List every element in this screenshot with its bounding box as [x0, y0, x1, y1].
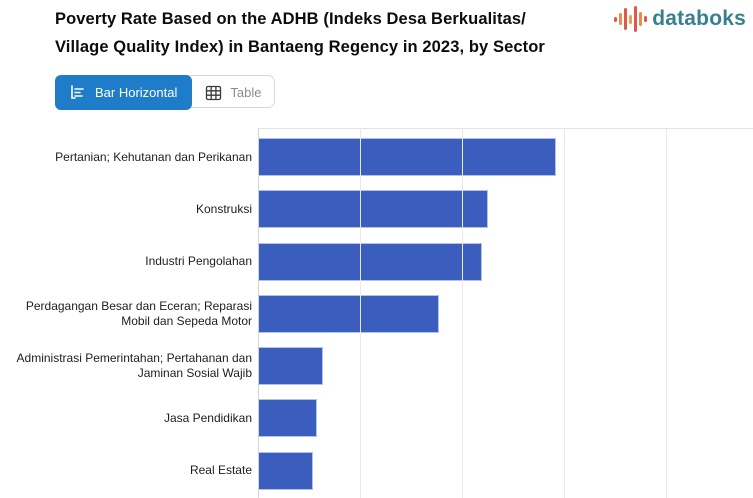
chart-row: Industri Pengolahan	[0, 236, 753, 288]
category-label: Administrasi Pemerintahan; Pertahanan da…	[16, 351, 252, 381]
category-label: Konstruksi	[195, 201, 252, 216]
waveform-bar	[629, 14, 633, 24]
table-button-label: Table	[230, 85, 262, 100]
gridline	[360, 128, 361, 498]
bar-area	[258, 399, 753, 438]
bar-area	[258, 242, 753, 281]
category-label: Perdagangan Besar dan Eceran; Reparasi M…	[25, 298, 252, 328]
chart-row: Jasa Pendidikan	[0, 392, 753, 444]
bar-horizontal-chart-icon	[70, 85, 87, 100]
plot-top-border	[258, 128, 753, 129]
table-button[interactable]: Table	[192, 76, 274, 109]
bar-horizontal-button[interactable]: Bar Horizontal	[55, 75, 193, 110]
waveform-bar	[624, 8, 628, 30]
bar-7[interactable]	[258, 451, 314, 490]
bar-area	[258, 138, 753, 177]
table-icon	[205, 85, 222, 101]
databoks-logo-text: databoks	[652, 7, 746, 30]
chart-row: Administrasi Pemerintahan; Pertahanan da…	[0, 340, 753, 392]
bar-area	[258, 294, 753, 333]
waveform-bar	[614, 16, 618, 22]
page-title-line2: Village Quality Index) in Bantaeng Regen…	[55, 38, 545, 56]
gridline	[666, 128, 667, 498]
gridline	[564, 128, 565, 498]
gridline	[462, 128, 463, 498]
horizontal-bar-chart: Pertanian; Kehutanan dan Perikanan Konstr…	[0, 128, 753, 498]
waveform-bar	[639, 12, 643, 26]
chart-row: Real Estate	[0, 445, 753, 497]
page-title-line1: Poverty Rate Based on the ADHB (Indeks D…	[55, 10, 526, 28]
waveform-bar	[634, 6, 638, 32]
view-toggle-group: Bar Horizontal Table	[55, 75, 276, 110]
bar-4[interactable]	[258, 294, 439, 333]
bar-6[interactable]	[258, 399, 318, 438]
chart-row: Konstruksi	[0, 183, 753, 235]
bar-1[interactable]	[258, 138, 556, 177]
waveform-bar	[619, 13, 623, 25]
y-axis-line	[258, 128, 259, 498]
category-label: Industri Pengolahan	[145, 254, 252, 269]
page-title: Poverty Rate Based on the ADHB (Indeks D…	[55, 5, 635, 61]
bar-3[interactable]	[258, 242, 483, 281]
bar-area	[258, 190, 753, 229]
bar-area	[258, 451, 753, 490]
category-label: Jasa Pendidikan	[163, 410, 252, 425]
waveform-bar	[644, 16, 648, 22]
chart-row: Perdagangan Besar dan Eceran; Reparasi M…	[0, 288, 753, 340]
chart-row: Pertanian; Kehutanan dan Perikanan	[0, 131, 753, 183]
category-label: Pertanian; Kehutanan dan Perikanan	[55, 149, 252, 164]
databoks-waveform-icon	[614, 6, 648, 32]
bar-horizontal-button-label: Bar Horizontal	[95, 85, 178, 100]
databoks-logo: databoks	[614, 6, 746, 32]
bar-area	[258, 347, 753, 386]
category-label: Real Estate	[189, 463, 252, 478]
bar-5[interactable]	[258, 347, 324, 386]
bar-2[interactable]	[258, 190, 488, 229]
